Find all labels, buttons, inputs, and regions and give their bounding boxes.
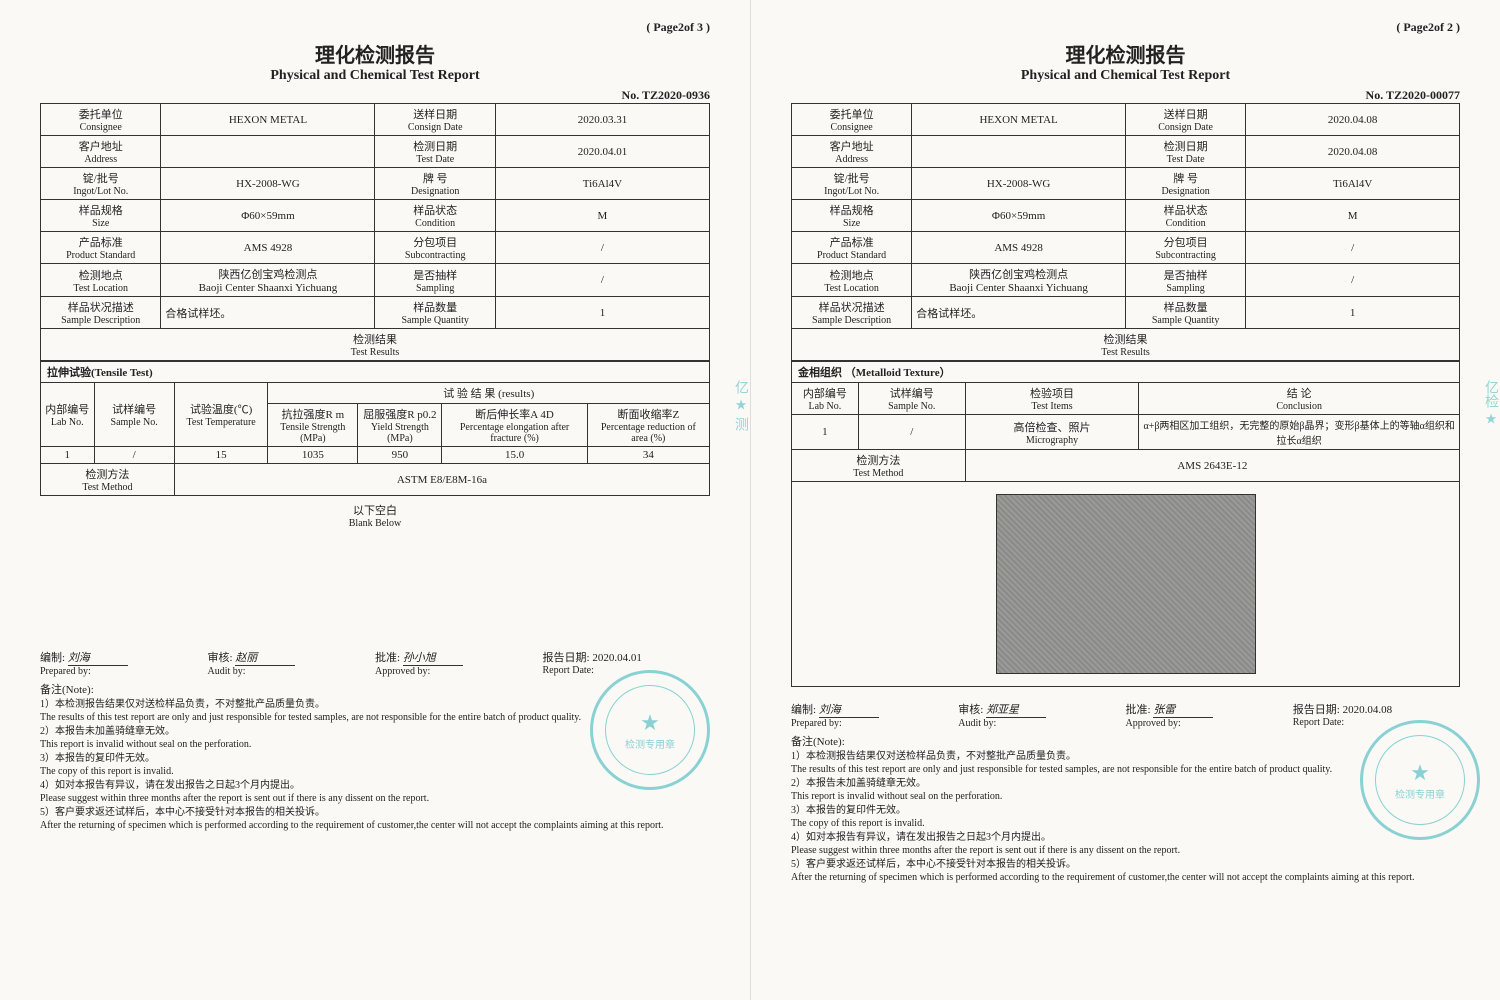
edge-stamp-icon: 亿 ★ 测 — [730, 380, 750, 431]
stamp-icon: ★检测专用章 — [1360, 720, 1480, 840]
stamp-icon: ★检测专用章 — [590, 670, 710, 790]
header-table: 委托单位Consignee HEXON METAL 送样日期Consign Da… — [40, 103, 710, 361]
page-number: ( Page2of 2 ) — [791, 20, 1460, 35]
micrograph-image — [996, 494, 1256, 674]
report-page-left: ( Page2of 3 ) 理化检测报告 Physical and Chemic… — [0, 0, 750, 1000]
header-table: 委托单位Consignee HEXON METAL 送样日期Consign Da… — [791, 103, 1460, 361]
signature-row: 编制: 刘海Prepared by: 审核: 郑亚星Audit by: 批准: … — [791, 701, 1460, 729]
tensile-table: 拉伸试验(Tensile Test) 内部编号Lab No. 试样编号Sampl… — [40, 361, 710, 496]
title-cn: 理化检测报告 — [791, 39, 1460, 68]
blank-below: 以下空白Blank Below — [40, 496, 710, 535]
title-cn: 理化检测报告 — [40, 39, 710, 68]
metalloid-table: 金相组织 （Metalloid Texture） 内部编号Lab No. 试样编… — [791, 361, 1460, 687]
report-number: No. TZ2020-0936 — [40, 88, 710, 103]
report-number: No. TZ2020-00077 — [791, 88, 1460, 103]
edge-stamp-icon: 亿检 ★ — [1480, 380, 1500, 428]
tensile-row: 1 / 15 1035 950 15.0 34 — [41, 447, 710, 464]
signature-row: 编制: 刘海Prepared by: 审核: 赵丽Audit by: 批准: 孙… — [40, 649, 710, 677]
report-page-right: ( Page2of 2 ) 理化检测报告 Physical and Chemic… — [750, 0, 1500, 1000]
page-number: ( Page2of 3 ) — [40, 20, 710, 35]
metalloid-row: 1 / 高倍检查、照片Micrography α+β两相区加工组织，无完整的原始… — [792, 415, 1460, 450]
notes: 备注(Note): 1）本检测报告结果仅对送检样品负责，不对整批产品质量负责。T… — [791, 735, 1460, 885]
title-en: Physical and Chemical Test Report — [791, 68, 1460, 84]
title-en: Physical and Chemical Test Report — [40, 68, 710, 84]
